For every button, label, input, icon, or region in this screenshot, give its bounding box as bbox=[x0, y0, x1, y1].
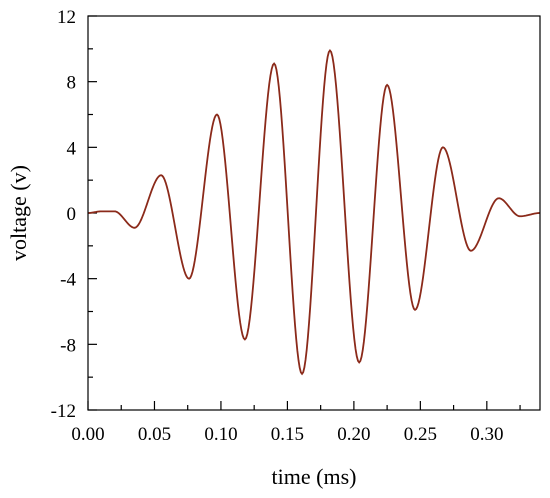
y-tick-label: 4 bbox=[67, 138, 77, 159]
y-tick-label: -8 bbox=[60, 335, 76, 356]
x-tick-label: 0.05 bbox=[138, 424, 171, 445]
x-axis-label: time (ms) bbox=[272, 464, 357, 489]
x-tick-label: 0.30 bbox=[470, 424, 503, 445]
x-tick-label: 0.15 bbox=[271, 424, 304, 445]
x-tick-label: 0.20 bbox=[337, 424, 370, 445]
y-tick-label: 8 bbox=[67, 73, 77, 94]
y-tick-label: 12 bbox=[57, 7, 76, 28]
y-axis-label: voltage (v) bbox=[6, 165, 31, 261]
y-tick-label: -4 bbox=[60, 270, 76, 291]
tick-layer bbox=[87, 15, 521, 411]
y-tick-label: 0 bbox=[67, 204, 77, 225]
x-tick-label: 0.00 bbox=[71, 424, 104, 445]
series-line bbox=[87, 48, 541, 376]
x-tick-label: 0.10 bbox=[204, 424, 237, 445]
x-tick-label: 0.25 bbox=[404, 424, 437, 445]
y-tick-label: -12 bbox=[51, 401, 76, 422]
label-layer: 0.00 0.05 0.10 0.15 0.20 0.25 0.30 -12 -8 -4 0 4 8 12 bbox=[51, 7, 504, 445]
plot-frame bbox=[87, 15, 541, 411]
